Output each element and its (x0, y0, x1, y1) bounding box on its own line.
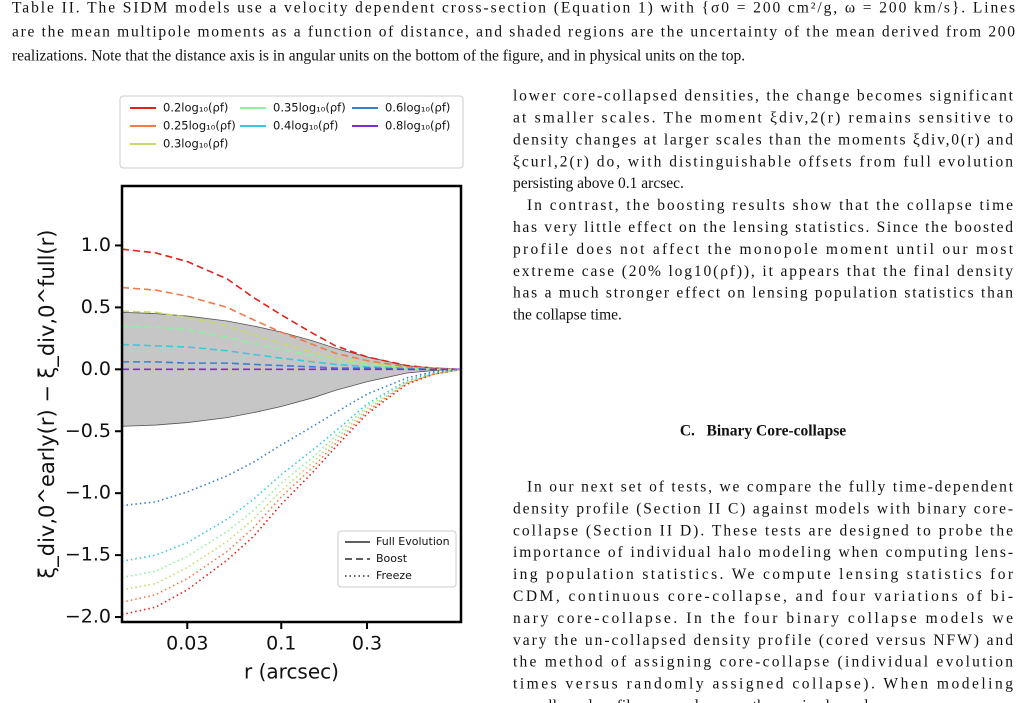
series-line (121, 310, 461, 371)
caption-line: Table II. The SIDM models use a velocity… (12, 0, 1015, 17)
legend-label: 0.35log₁₀(ρf) (273, 101, 346, 115)
legend-label: 0.6log₁₀(ρf) (385, 101, 450, 115)
body-line: ξcurl,2(r) do, with distinguishable offs… (513, 153, 1013, 170)
y-tick-label: 0.0 (81, 358, 111, 380)
x-tick-label: 0.03 (166, 633, 208, 655)
body-line: In our next set of tests, we compare the… (527, 478, 1014, 495)
body-line: density profile (Section II C) against m… (513, 500, 1013, 517)
body-line: ing population statistics. We compute le… (513, 566, 1014, 583)
series-line (121, 286, 462, 371)
body-line: un-collapsed profiles as cored, we use t… (513, 697, 868, 703)
series-line (121, 368, 462, 507)
series-line (121, 368, 462, 563)
legend-label: 0.25log₁₀(ρf) (163, 119, 236, 133)
body-line: times versus randomly assigned collapse)… (513, 676, 1013, 693)
y-tick-label: 0.5 (81, 296, 111, 318)
body-line: nary core-collapse. In the four binary c… (513, 610, 1013, 627)
series-line (121, 368, 462, 616)
series-line (121, 368, 462, 591)
body-line: importance of individual halo modeling w… (513, 544, 1013, 561)
plot-frame (120, 184, 463, 624)
series-line (121, 368, 462, 603)
y-tick-label: −2.0 (65, 606, 111, 628)
body-line: persisting above 0.1 arcsec. (513, 175, 684, 192)
caption-line: are the mean multipole moments as a func… (12, 24, 1015, 41)
y-tick-label: −1.5 (65, 544, 111, 566)
body-line: at smaller scales. The moment ξdiv,2(r) … (513, 109, 1013, 126)
body-line: lower core-collapsed densities, the chan… (513, 88, 1014, 105)
y-axis-label: ξ_div,0^early(r) − ξ_div,0^full(r) (35, 230, 60, 579)
legend-label: 0.3log₁₀(ρf) (163, 137, 228, 151)
body-line: profile does not affect the monopole mom… (513, 241, 1014, 258)
x-axis-label: r (arcsec) (244, 660, 339, 684)
legend-label: Full Evolution (376, 535, 450, 548)
body-line: density changes at larger scales than th… (513, 131, 1013, 148)
x-tick-label: 0.3 (352, 633, 382, 655)
legend-label: 0.2log₁₀(ρf) (163, 101, 228, 115)
legend-label: 0.4log₁₀(ρf) (273, 119, 338, 133)
legend-label: Freeze (376, 569, 412, 582)
body-line: In contrast, the boosting results show t… (527, 197, 1013, 214)
series-line (121, 368, 462, 579)
legend-label: Boost (376, 552, 408, 565)
body-line: has a much stronger effect on lensing po… (513, 285, 1013, 302)
legend-box (337, 530, 457, 588)
x-tick-label: 0.1 (266, 633, 296, 655)
legend-label: 0.8log₁₀(ρf) (385, 119, 450, 133)
series-line (121, 343, 461, 371)
series-line (121, 248, 462, 371)
body-line: the method of assigning core-collapse (i… (513, 654, 1013, 671)
y-tick-label: −1.0 (65, 482, 111, 504)
body-line: the collapse time. (513, 307, 622, 324)
chart: −2.0 −1.5 −1.0 −0.5 0.0 0.5 1.0 0.03 0.1 0.3 r (ar… (35, 95, 464, 684)
legend-box (119, 95, 464, 169)
caption-line: realizations. Note that the distance axi… (12, 48, 745, 65)
section-heading: C. Binary Core-collapse (680, 422, 846, 439)
y-tick-label: −0.5 (65, 420, 111, 442)
body-line: extreme case (20% log10(ρf)), it appears… (513, 263, 1013, 280)
body-line: vary the un-collapsed density profile (c… (513, 632, 1013, 649)
series-line (121, 325, 461, 371)
y-tick-label: 1.0 (81, 234, 111, 256)
